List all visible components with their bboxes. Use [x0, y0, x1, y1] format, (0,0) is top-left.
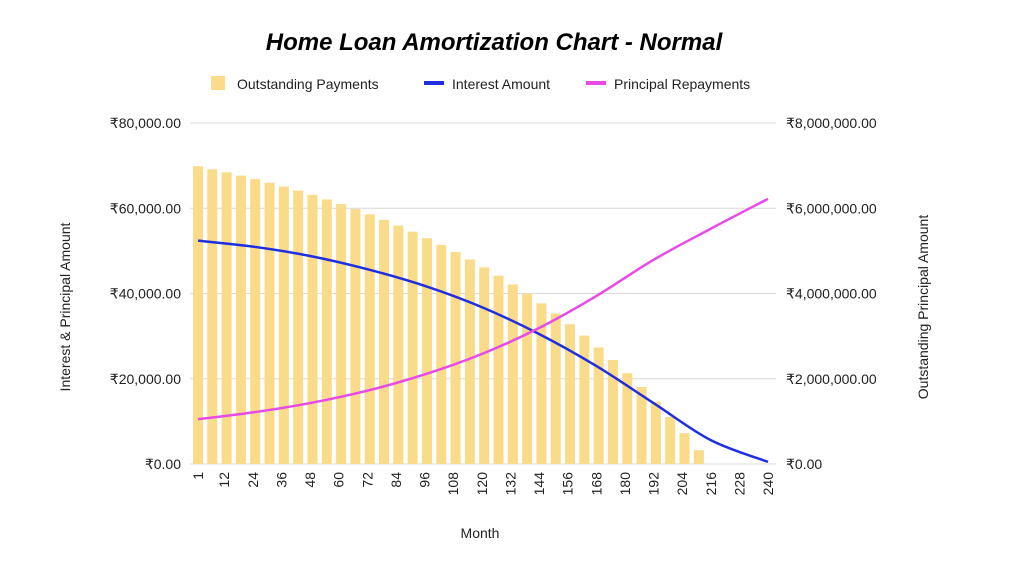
outstanding-bar — [593, 347, 604, 464]
outstanding-bar — [293, 190, 304, 464]
outstanding-bar — [278, 186, 289, 464]
outstanding-bar — [479, 267, 490, 464]
x-tick-label: 132 — [502, 472, 518, 496]
outstanding-bar — [579, 335, 590, 464]
interest-line — [197, 239, 769, 464]
outstanding-bar — [522, 293, 533, 464]
x-tick-label: 168 — [588, 472, 604, 496]
legend-label-outstanding: Outstanding Payments — [237, 76, 379, 92]
outstanding-bar — [379, 219, 390, 464]
legend: Outstanding Payments Interest Amount Pri… — [211, 76, 750, 92]
outstanding-bar — [207, 169, 218, 465]
x-tick-label: 108 — [445, 472, 461, 496]
outstanding-bar — [193, 166, 203, 464]
y-axis-left-title: Interest & Principal Amount — [57, 222, 73, 391]
outstanding-bar — [536, 303, 547, 464]
x-tick-label: 144 — [531, 472, 547, 496]
outstanding-bar — [364, 214, 375, 464]
x-tick-label: 36 — [273, 472, 289, 488]
y-right-tick-label: ₹2,000,000.00 — [786, 371, 877, 387]
x-tick-label: 96 — [417, 472, 433, 488]
x-tick-label: 48 — [302, 472, 318, 488]
x-axis-title: Month — [461, 525, 500, 541]
x-tick-label: 1 — [190, 472, 206, 480]
y-left-tick-label: ₹60,000.00 — [110, 200, 181, 216]
outstanding-bar — [336, 204, 347, 465]
x-tick-label: 156 — [560, 472, 576, 496]
legend-swatch-outstanding — [211, 76, 225, 90]
y-right-tick-label: ₹8,000,000.00 — [786, 115, 877, 131]
x-tick-label: 192 — [646, 472, 662, 496]
y-left-tick-label: ₹0.00 — [145, 456, 181, 472]
outstanding-bar — [264, 182, 275, 464]
y-left-tick-label: ₹80,000.00 — [110, 115, 181, 131]
legend-label-principal: Principal Repayments — [614, 76, 750, 92]
outstanding-bar — [622, 373, 633, 464]
x-tick-label: 72 — [359, 472, 375, 488]
outstanding-bar — [421, 238, 432, 464]
legend-swatch-principal — [586, 81, 606, 85]
x-tick-label: 24 — [245, 472, 261, 488]
y-right-tick-label: ₹0.00 — [786, 456, 822, 472]
x-tick-label: 60 — [331, 472, 347, 488]
legend-swatch-interest — [424, 81, 444, 85]
x-axis-ticks: 1 12 24 36 48 60 72 84 96 108 120 132 144 156 168 180 19… — [190, 472, 776, 496]
outstanding-bar — [507, 284, 518, 464]
y-axis-right-title: Outstanding Principal Amount — [915, 215, 931, 400]
x-tick-label: 84 — [388, 472, 404, 488]
outstanding-bar — [679, 433, 690, 464]
outstanding-bar — [693, 450, 704, 464]
outstanding-bar — [464, 259, 475, 464]
outstanding-bar — [250, 179, 261, 465]
y-right-tick-label: ₹4,000,000.00 — [786, 286, 877, 302]
outstanding-bar — [450, 252, 461, 464]
outstanding-bar — [393, 225, 404, 464]
series-lines — [197, 197, 769, 464]
outstanding-bar — [235, 175, 246, 464]
outstanding-bar — [436, 244, 447, 464]
outstanding-bar — [650, 401, 661, 464]
legend-label-interest: Interest Amount — [452, 76, 550, 92]
x-tick-label: 120 — [474, 472, 490, 496]
outstanding-bar — [636, 387, 647, 464]
y-left-tick-label: ₹20,000.00 — [110, 371, 181, 387]
outstanding-bar — [493, 275, 504, 464]
y-left-tick-label: ₹40,000.00 — [110, 286, 181, 302]
x-tick-label: 12 — [216, 472, 232, 488]
chart-title: Home Loan Amortization Chart - Normal — [266, 29, 724, 56]
x-tick-label: 228 — [731, 472, 747, 496]
outstanding-bar — [221, 172, 232, 465]
x-tick-label: 180 — [617, 472, 633, 496]
outstanding-bar — [321, 199, 332, 464]
y-axis-left-ticks: ₹0.00 ₹20,000.00 ₹40,000.00 ₹60,000.00 ₹80,0… — [110, 115, 181, 472]
outstanding-bar — [307, 194, 318, 464]
outstanding-bar — [407, 231, 418, 464]
x-tick-label: 204 — [674, 472, 690, 496]
outstanding-bar — [550, 313, 561, 464]
outstanding-bar — [665, 416, 676, 464]
x-tick-label: 216 — [703, 472, 719, 496]
outstanding-bar — [565, 324, 576, 464]
outstanding-bars — [193, 166, 704, 465]
principal-line — [197, 197, 769, 421]
outstanding-bar — [350, 209, 361, 464]
outstanding-bar — [607, 359, 618, 464]
x-tick-label: 240 — [760, 472, 776, 496]
y-right-tick-label: ₹6,000,000.00 — [786, 200, 877, 216]
y-axis-right-ticks: ₹0.00 ₹2,000,000.00 ₹4,000,000.00 ₹6,000,00… — [786, 115, 877, 472]
